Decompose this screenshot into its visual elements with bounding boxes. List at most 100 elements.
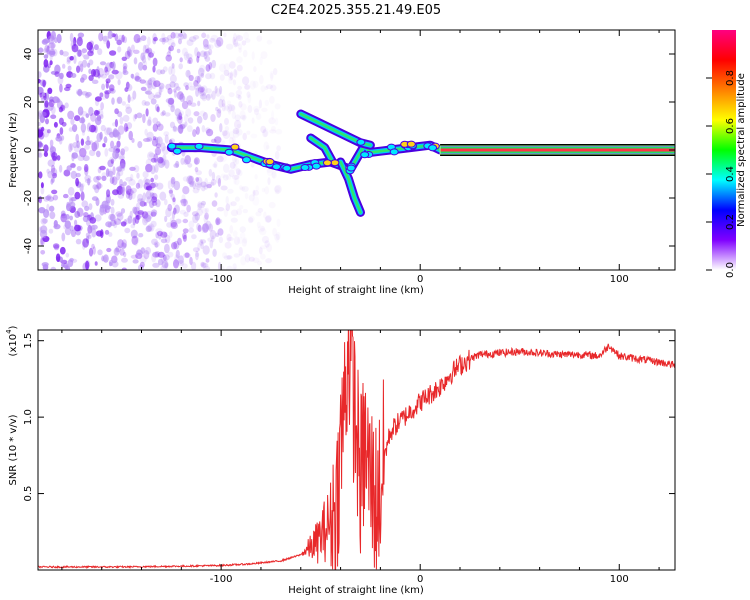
- noise-speck: [162, 66, 168, 72]
- noise-speck: [87, 177, 91, 186]
- noise-speck: [51, 189, 58, 195]
- noise-speck: [230, 209, 239, 217]
- noise-speck: [76, 36, 83, 47]
- noise-speck: [100, 74, 108, 79]
- ridge-peak: [360, 151, 370, 159]
- noise-speck: [130, 73, 134, 79]
- noise-speck: [229, 71, 234, 81]
- noise-speck: [121, 101, 127, 106]
- noise-speck: [127, 49, 133, 57]
- noise-speck: [85, 232, 90, 238]
- noise-speck: [106, 189, 111, 198]
- noise-speck: [264, 186, 270, 195]
- noise-speck: [160, 238, 168, 244]
- noise-speck: [73, 55, 77, 64]
- noise-speck: [120, 148, 125, 156]
- noise-speck: [75, 238, 82, 245]
- noise-speck: [143, 177, 148, 185]
- noise-speck: [88, 106, 94, 117]
- noise-speck: [209, 72, 216, 80]
- noise-speck: [104, 205, 112, 210]
- noise-speck: [121, 267, 127, 270]
- noise-speck: [219, 85, 223, 95]
- noise-speck: [155, 232, 159, 239]
- noise-speck: [187, 82, 193, 87]
- noise-speck: [264, 216, 272, 223]
- noise-speck: [45, 195, 51, 201]
- noise-speck: [228, 104, 235, 112]
- noise-speck: [171, 63, 175, 69]
- noise-speck: [70, 163, 76, 169]
- noise-speck: [77, 32, 85, 38]
- noise-speck: [97, 166, 102, 174]
- noise-speck: [179, 93, 185, 103]
- noise-speck: [192, 214, 199, 224]
- noise-speck: [162, 37, 170, 43]
- noise-speck: [143, 250, 150, 260]
- noise-speck: [265, 145, 270, 150]
- noise-speck: [40, 250, 46, 255]
- noise-speck: [235, 158, 240, 165]
- noise-speck: [94, 214, 102, 222]
- noise-speck: [204, 177, 208, 187]
- noise-speck: [244, 192, 249, 200]
- noise-speck: [269, 70, 274, 79]
- noise-speck: [142, 113, 146, 124]
- noise-speck: [186, 95, 194, 105]
- noise-speck: [61, 232, 66, 242]
- noise-speck: [236, 208, 243, 216]
- y-multiplier: (x104): [5, 325, 19, 356]
- ridge-peak: [322, 159, 332, 167]
- noise-speck: [240, 232, 246, 239]
- noise-speck: [228, 92, 235, 98]
- noise-speck: [59, 72, 64, 80]
- noise-speck: [273, 68, 278, 76]
- noise-speck: [233, 32, 237, 42]
- noise-speck: [145, 246, 151, 255]
- noise-speck: [72, 142, 78, 149]
- noise-speck: [75, 133, 79, 143]
- noise-speck: [165, 54, 172, 62]
- noise-speck: [169, 138, 176, 144]
- noise-speck: [155, 228, 163, 233]
- noise-speck: [167, 97, 175, 105]
- noise-speck: [201, 185, 206, 192]
- noise-speck: [217, 228, 224, 236]
- noise-speck: [221, 103, 226, 112]
- noise-speck: [173, 32, 180, 39]
- noise-speck: [182, 176, 189, 182]
- noise-speck: [139, 211, 144, 218]
- noise-speck: [219, 74, 225, 81]
- noise-speck: [40, 218, 47, 225]
- noise-speck: [156, 136, 163, 146]
- noise-speck: [96, 175, 102, 181]
- noise-speck: [49, 146, 57, 154]
- noise-speck: [268, 201, 276, 209]
- noise-speck: [235, 94, 241, 99]
- noise-speck: [197, 224, 202, 232]
- noise-speck: [108, 74, 115, 80]
- noise-speck: [270, 72, 274, 82]
- noise-speck: [248, 217, 254, 224]
- noise-speck: [236, 35, 244, 42]
- noise-speck: [160, 265, 168, 270]
- noise-speck: [105, 78, 111, 84]
- noise-speck: [165, 98, 173, 104]
- noise-speck: [183, 33, 188, 40]
- noise-speck: [220, 173, 226, 178]
- noise-speck: [43, 54, 49, 59]
- x-tick-label: 100: [610, 574, 629, 585]
- noise-speck: [252, 80, 259, 89]
- noise-speck: [178, 255, 184, 265]
- noise-speck: [122, 181, 127, 186]
- noise-speck: [62, 51, 69, 57]
- noise-speck: [104, 229, 110, 235]
- noise-speck: [145, 185, 153, 191]
- noise-speck: [228, 76, 232, 81]
- ridge-peak: [272, 163, 281, 171]
- noise-speck: [120, 242, 127, 249]
- noise-speck: [63, 169, 71, 177]
- noise-speck: [181, 194, 186, 203]
- noise-speck: [81, 52, 85, 57]
- noise-speck: [147, 82, 153, 92]
